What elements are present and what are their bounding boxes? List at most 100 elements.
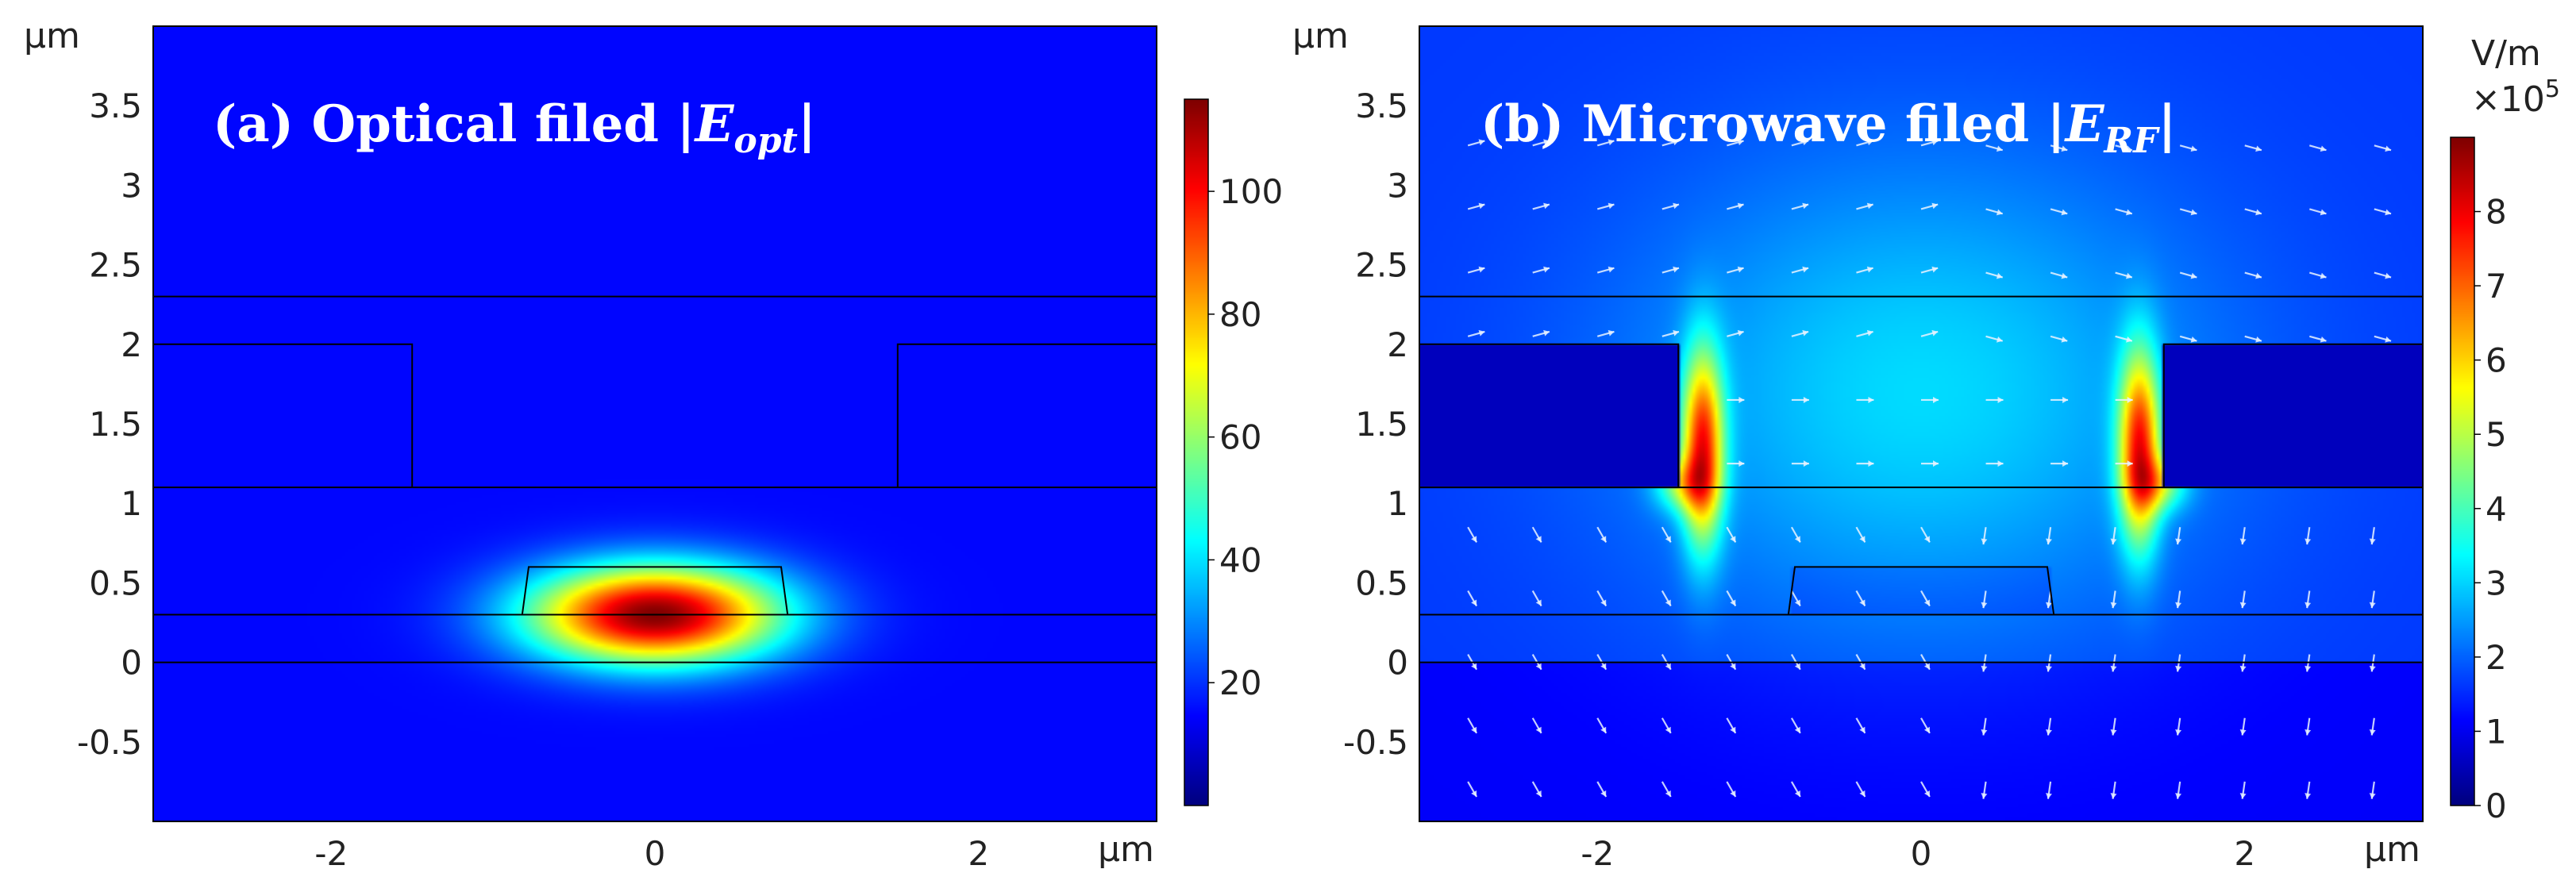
panel-title-prefix: (b) Microwave filed | — [1481, 94, 2066, 154]
y-tick-label: 1 — [1387, 484, 1408, 523]
field-arrow-head — [1923, 726, 1930, 733]
colorbar-tick-label: 3 — [2486, 563, 2507, 602]
field-arrows — [1467, 139, 2392, 799]
colorbar-frame — [2450, 137, 2475, 806]
field-arrow-head — [2127, 460, 2133, 467]
field-arrow-head — [1737, 202, 1744, 210]
waveguide-outline — [1787, 566, 2055, 615]
field-arrow-head — [1866, 139, 1873, 146]
field-arrow-head — [1933, 460, 1939, 467]
y-axis-unit: μm — [1292, 16, 1349, 56]
field-arrow-head — [1730, 536, 1736, 543]
field-arrow-head — [1803, 460, 1809, 467]
field-arrow-head — [1802, 266, 1809, 273]
field-arrow-head — [2239, 729, 2247, 736]
field-arrow-head — [1737, 139, 1744, 146]
field-arrow-head — [2127, 396, 2133, 403]
field-arrow-head — [2046, 729, 2052, 736]
y-tick-label: 3 — [1387, 166, 1408, 205]
field-arrow-head — [1996, 209, 2003, 216]
field-arrow-head — [2190, 145, 2197, 152]
panel-title-prefix: (a) Optical filed | — [213, 94, 695, 154]
microwave-field-heatmap — [1419, 26, 2423, 821]
field-arrow-head — [1997, 396, 2004, 403]
colorbar-multiplier-base: ×10 — [2471, 79, 2545, 120]
waveguide-outline — [521, 566, 789, 615]
plot-frame — [152, 25, 1157, 822]
colorbar-unit: V/m — [2471, 33, 2541, 74]
x-tick-label: 0 — [1911, 834, 1932, 873]
field-arrow-head — [1794, 790, 1800, 798]
field-arrow-head — [1794, 726, 1800, 733]
field-arrow-head — [1471, 663, 1477, 670]
field-arrow-head — [1981, 729, 1988, 736]
y-tick-label: 3.5 — [1355, 87, 1408, 125]
field-arrow-head — [1981, 602, 1988, 609]
y-tick-label: 3.5 — [89, 87, 142, 125]
field-arrow-head — [1471, 726, 1477, 733]
field-arrow-head — [2110, 538, 2117, 545]
colorbar-tick-label: 100 — [1219, 172, 1283, 211]
panel-microwave-field: (b) Microwave filed |ERF| -0.5 0 0.5 1 1.5 2 2… — [1292, 16, 2560, 873]
field-arrow-head — [2369, 665, 2376, 672]
field-arrow-head — [2320, 209, 2327, 216]
field-arrow-head — [1923, 599, 1930, 606]
field-arrow-head — [1730, 726, 1736, 733]
field-arrow-head — [1923, 663, 1930, 670]
optical-field-heatmap — [153, 26, 1157, 821]
field-arrow-head — [2062, 460, 2069, 467]
field-arrow-head — [2385, 272, 2392, 279]
y-tick-label: 0.5 — [89, 563, 142, 602]
y-tick-label: 0 — [1387, 644, 1408, 683]
field-arrow-head — [1996, 272, 2003, 279]
field-arrow-head — [2255, 145, 2262, 152]
field-arrow-head — [1543, 329, 1550, 336]
field-arrow-head — [1931, 202, 1939, 210]
field-arrow-head — [2255, 272, 2262, 279]
y-tick-label: -0.5 — [77, 723, 142, 762]
colorbar-tick-label: 80 — [1219, 295, 1261, 334]
field-arrow-head — [2305, 793, 2312, 799]
field-arrow-head — [1608, 202, 1615, 210]
field-arrow-head — [2385, 145, 2392, 152]
field-arrow-head — [1600, 726, 1607, 733]
field-arrow-head — [1543, 202, 1550, 210]
field-arrow-head — [1739, 460, 1745, 467]
field-arrow-head — [1933, 396, 1939, 403]
field-arrow-head — [2369, 729, 2376, 736]
field-arrow-head — [1730, 790, 1736, 798]
field-arrow-head — [1802, 139, 1809, 146]
field-arrow-head — [2046, 602, 2052, 609]
field-arrow-head — [1794, 536, 1800, 543]
field-arrow-head — [1981, 665, 1988, 672]
x-axis-unit: μm — [2364, 829, 2420, 870]
field-arrow-head — [1543, 266, 1550, 273]
field-arrow-head — [1931, 266, 1939, 273]
field-arrow-head — [1478, 202, 1485, 210]
field-arrow-head — [2046, 793, 2052, 799]
field-arrow-head — [2239, 538, 2247, 545]
field-arrow-head — [1737, 266, 1744, 273]
field-arrow-head — [1673, 329, 1680, 336]
field-arrow-head — [2239, 665, 2247, 672]
field-arrow-head — [2175, 665, 2182, 672]
field-arrow-head — [1923, 790, 1930, 798]
panel-title: (a) Optical filed |Eopt| — [213, 94, 816, 161]
field-arrow-head — [1802, 202, 1809, 210]
field-arrow-head — [1608, 329, 1615, 336]
field-arrow-head — [1608, 139, 1615, 146]
field-arrow-head — [1600, 599, 1607, 606]
y-tick-label: 2.5 — [89, 246, 142, 285]
field-arrow-head — [2305, 602, 2312, 609]
x-axis: -2 0 2 — [314, 834, 989, 873]
y-tick-label: -0.5 — [1343, 723, 1408, 762]
panel-title-symbol: E — [694, 94, 735, 154]
field-arrow-head — [1665, 790, 1671, 798]
field-arrow-head — [2239, 602, 2247, 609]
left-electrode-outline — [153, 343, 414, 488]
field-arrow-head — [2175, 538, 2182, 545]
y-tick-label: 1.5 — [1355, 405, 1408, 444]
y-axis-unit: μm — [24, 16, 80, 56]
panel-optical-field: (a) Optical filed |Eopt| -0.5 0 0.5 1 1.5 2 2.… — [24, 16, 1283, 873]
